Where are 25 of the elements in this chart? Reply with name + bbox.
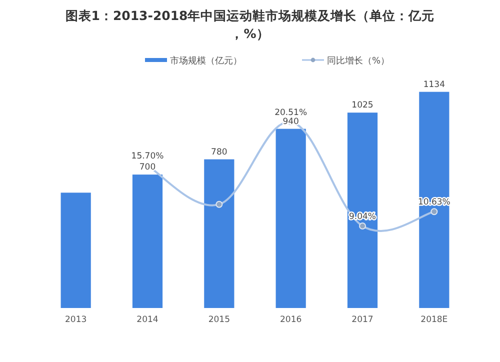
- legend-label: 市场规模（亿元）: [170, 56, 242, 66]
- data-label: 700: [139, 162, 156, 173]
- x-tick-label: 2017: [352, 315, 374, 325]
- bar: [419, 92, 450, 308]
- point: [359, 222, 366, 230]
- x-tick-label: 2014: [136, 315, 158, 325]
- chart-title: 图表1：2013-2018年中国运动鞋市场规模及增长（单位：亿元，%）: [65, 8, 435, 41]
- x-tick-label: 2018E: [420, 315, 448, 325]
- x-tick-label: 2015: [208, 315, 230, 325]
- legend-label: 同比增长（%）: [327, 56, 390, 66]
- bar: [132, 174, 163, 308]
- point: [216, 200, 223, 208]
- bar: [204, 159, 234, 308]
- point: [430, 208, 438, 216]
- data-label: 20.51%: [274, 108, 308, 118]
- data-label: 780: [211, 147, 228, 158]
- data-label: 15.70%: [131, 152, 164, 162]
- bar: [60, 192, 91, 308]
- data-label: 1134: [423, 80, 445, 90]
- bar: [276, 128, 306, 308]
- x-tick-label: 2016: [280, 315, 302, 325]
- bar: [347, 112, 378, 308]
- x-tick-label: 2013: [65, 315, 87, 325]
- data-label: 940: [282, 116, 299, 127]
- data-label: 1025: [352, 100, 374, 111]
